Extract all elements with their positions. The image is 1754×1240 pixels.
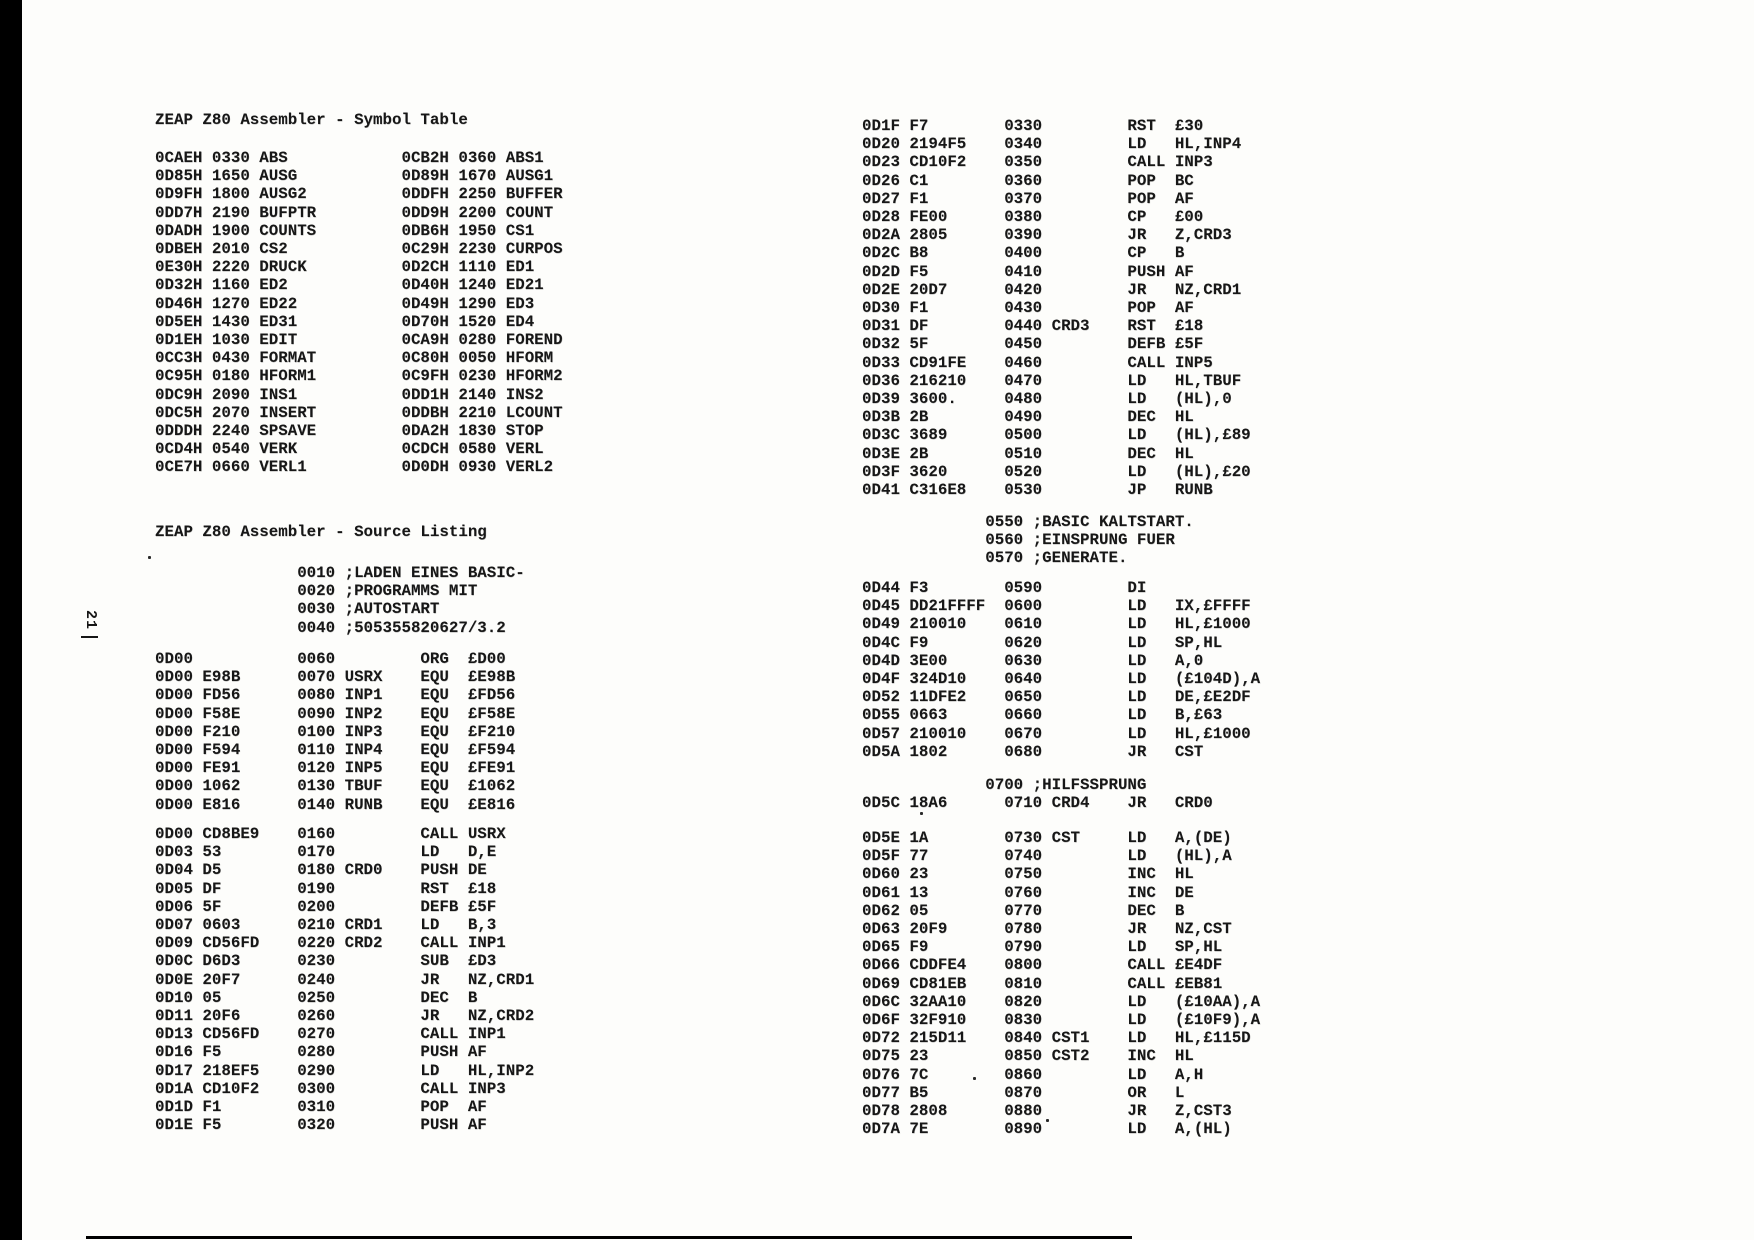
equate-block: 0D00 0060 ORG £D00 0D00 E98B 0070 USRX E… (155, 650, 516, 814)
scan-speck (973, 1077, 976, 1080)
scan-gutter-bar (0, 0, 22, 1240)
code-block-right-2: 0D44 F3 0590 DI 0D45 DD21FFFF 0600 LD IX… (862, 579, 1261, 761)
source-listing-title: ZEAP Z80 Assembler - Source Listing (155, 523, 487, 541)
page-number-underline (81, 636, 98, 638)
symbol-table-title: ZEAP Z80 Assembler - Symbol Table (155, 111, 468, 129)
hilfssprung-comment: 0700 ;HILFSSPRUNG (862, 776, 1147, 794)
source-header-comments: 0010 ;LADEN EINES BASIC- 0020 ;PROGRAMMS… (297, 564, 525, 637)
symbol-table: 0CAEH 0330 ABS 0CB2H 0360 ABS1 0D85H 165… (155, 149, 563, 477)
page-number: 21 (82, 610, 99, 631)
code-block-right-1: 0D1F F7 0330 RST £30 0D20 2194F5 0340 LD… (862, 117, 1251, 500)
scan-speck (920, 812, 923, 815)
kaltstart-comments: 0550 ;BASIC KALTSTART. 0560 ;EINSPRUNG F… (985, 513, 1194, 568)
code-block-left: 0D00 CD8BE9 0160 CALL USRX 0D03 53 0170 … (155, 825, 535, 1135)
scan-bottom-edge-line (86, 1236, 1132, 1239)
scan-speck (148, 556, 151, 559)
code-block-right-3: 0D5C 18A6 0710 CRD4 JR CRD0 (862, 794, 1213, 812)
scan-speck (1046, 1119, 1049, 1122)
code-block-right-4: 0D5E 1A 0730 CST LD A,(DE) 0D5F 77 0740 … (862, 829, 1261, 1139)
